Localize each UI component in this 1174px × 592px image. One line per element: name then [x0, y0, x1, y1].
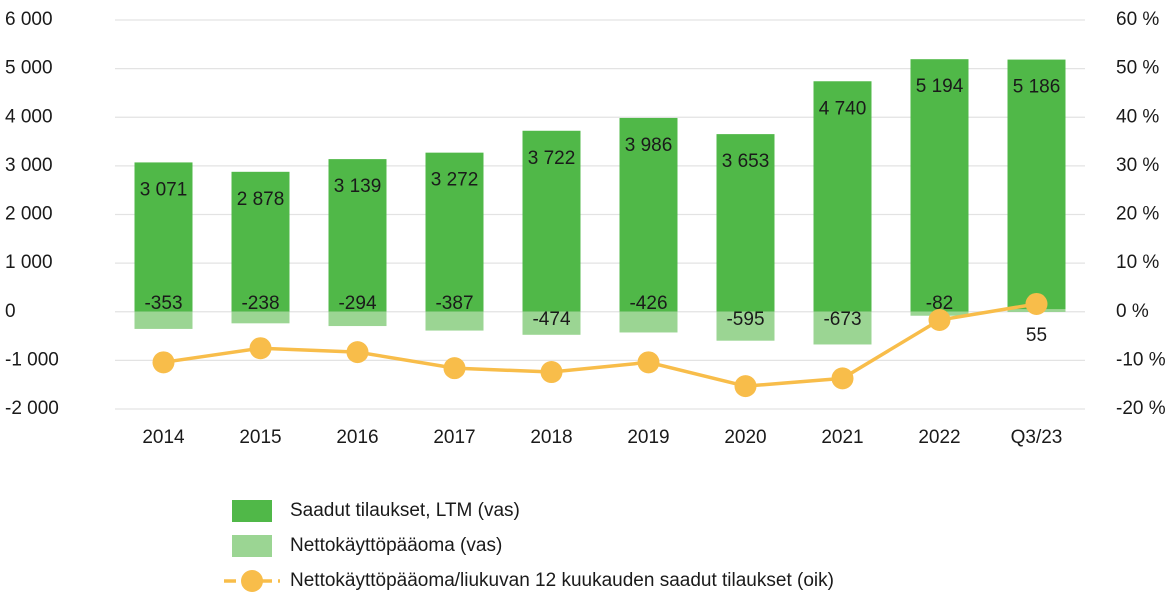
- data-label: -238: [241, 293, 279, 314]
- y2-tick-label: 50 %: [1116, 58, 1159, 79]
- marker: [637, 351, 660, 374]
- y-tick-label: 1 000: [5, 252, 53, 273]
- x-tick-label: 2016: [336, 427, 378, 448]
- x-tick-label: 2017: [433, 427, 475, 448]
- bar: [813, 81, 872, 312]
- data-label: -474: [532, 309, 570, 330]
- bar: [619, 117, 678, 312]
- y2-tick-label: 20 %: [1116, 204, 1159, 225]
- data-label: 3 139: [334, 176, 382, 197]
- data-label: 2 878: [237, 189, 285, 210]
- y-tick-label: -1 000: [5, 349, 59, 370]
- data-label: 3 071: [140, 179, 188, 200]
- bar: [619, 311, 678, 333]
- marker: [734, 375, 757, 398]
- y2-tick-label: 30 %: [1116, 155, 1159, 176]
- data-label: 3 653: [722, 151, 770, 172]
- y-tick-label: 2 000: [5, 204, 53, 225]
- y-tick-label: 4 000: [5, 106, 53, 127]
- bar: [716, 134, 775, 312]
- data-label: 3 722: [528, 148, 576, 169]
- data-label: 3 272: [431, 170, 479, 191]
- legend-label: Nettokäyttöpääoma/liukuvan 12 kuukauden …: [290, 570, 834, 591]
- data-label: -387: [435, 293, 473, 314]
- data-label: 4 740: [819, 98, 867, 119]
- data-label: -426: [629, 293, 667, 314]
- y2-tick-label: -20 %: [1116, 398, 1166, 419]
- bar: [522, 130, 581, 312]
- legend-label: Nettokäyttöpääoma (vas): [290, 535, 502, 556]
- bar: [1007, 59, 1066, 312]
- data-label: -294: [338, 293, 376, 314]
- data-label: 55: [1026, 325, 1047, 346]
- legend-swatch: [232, 500, 272, 522]
- y2-tick-label: 10 %: [1116, 252, 1159, 273]
- x-tick-label: 2015: [239, 427, 281, 448]
- x-tick-label: Q3/23: [1011, 427, 1063, 448]
- data-label: 5 194: [916, 76, 964, 97]
- y2-tick-label: 60 %: [1116, 9, 1159, 30]
- y-tick-label: 0: [5, 301, 16, 322]
- bar: [134, 162, 193, 312]
- data-label: -353: [144, 293, 182, 314]
- x-tick-label: 2019: [627, 427, 669, 448]
- legend-label: Saadut tilaukset, LTM (vas): [290, 500, 520, 521]
- x-tick-label: 2022: [918, 427, 960, 448]
- bar: [134, 311, 193, 329]
- bar: [910, 59, 969, 312]
- marker: [346, 341, 369, 364]
- bar: [231, 171, 290, 312]
- marker: [831, 367, 854, 390]
- marker: [152, 351, 175, 374]
- x-tick-label: 2021: [821, 427, 863, 448]
- data-label: 3 986: [625, 135, 673, 156]
- bar: [716, 311, 775, 341]
- bar: [328, 311, 387, 327]
- marker: [540, 361, 563, 384]
- data-label: -595: [726, 309, 764, 330]
- bar: [522, 311, 581, 335]
- line: [163, 302, 1037, 388]
- data-label: 5 186: [1013, 77, 1061, 98]
- marker: [1025, 292, 1048, 315]
- data-label: -673: [823, 309, 861, 330]
- bar: [328, 159, 387, 312]
- y2-tick-label: 0 %: [1116, 301, 1149, 322]
- legend-swatch: [232, 535, 272, 557]
- marker: [443, 357, 466, 380]
- y-tick-label: 6 000: [5, 9, 53, 30]
- bar: [425, 152, 484, 312]
- y-tick-label: 5 000: [5, 58, 53, 79]
- x-tick-label: 2018: [530, 427, 572, 448]
- x-tick-label: 2014: [142, 427, 185, 448]
- legend-marker: [241, 570, 263, 592]
- data-label: -82: [926, 293, 953, 314]
- x-tick-label: 2020: [724, 427, 766, 448]
- bar: [231, 311, 290, 324]
- y2-tick-label: 40 %: [1116, 106, 1159, 127]
- y-tick-label: -2 000: [5, 398, 59, 419]
- marker: [249, 337, 272, 360]
- marker: [928, 309, 951, 332]
- y2-tick-label: -10 %: [1116, 349, 1166, 370]
- y-tick-label: 3 000: [5, 155, 53, 176]
- bar: [813, 311, 872, 345]
- bar: [425, 311, 484, 331]
